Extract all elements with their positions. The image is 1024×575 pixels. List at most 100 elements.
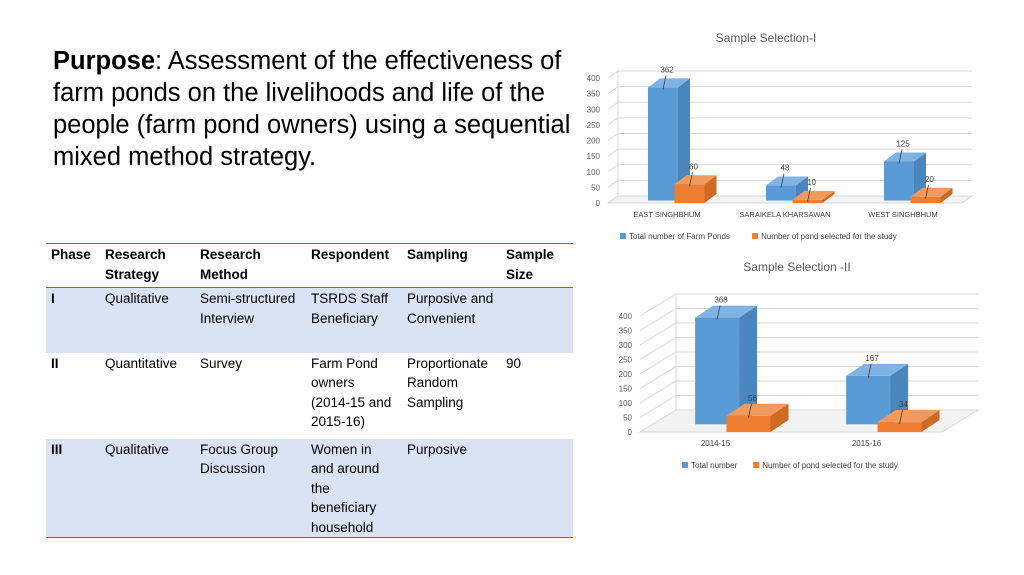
data-label-leader [748, 403, 752, 418]
chart-title: Sample Selection -II [743, 260, 850, 274]
gridline [639, 380, 978, 404]
legend-entry: Total number of Farm Ponds [629, 232, 730, 241]
y-tick-label: 0 [596, 199, 601, 208]
cell-strategy: Qualitative [105, 291, 169, 306]
cell-sample-size: 90 [506, 355, 522, 371]
bar-total-number-of-farm-ponds-east-singhbhum [648, 78, 690, 201]
purpose-label: Purpose [53, 47, 156, 75]
bar-number-of-pond-selected-for-the-study-2015-16 [877, 410, 940, 432]
bar-side [921, 410, 940, 432]
data-label-leader [716, 305, 721, 320]
x-tick-label: WEST SINGHBHUM [868, 210, 937, 219]
cell-respondent: Farm Pond owners (2014-15 and 2015-16) [311, 355, 392, 430]
header-sample-size: Sample Size [506, 247, 555, 282]
bar-side [796, 176, 808, 201]
data-label: 60 [689, 162, 698, 171]
bar-side [822, 190, 835, 203]
legend-entry: Number of pond selected for the study [762, 461, 898, 470]
bar-side [890, 363, 909, 425]
bar-front [884, 161, 914, 201]
y-tick-label: 250 [619, 356, 633, 365]
bar-front [648, 87, 678, 201]
data-label: 56 [748, 394, 757, 403]
cell-phase: III [51, 441, 63, 457]
y-tick-label: 400 [619, 312, 633, 321]
x-tick-label: EAST SINGHBHUM [633, 210, 700, 219]
y-tick-label: 50 [591, 183, 600, 192]
y-tick-label: 300 [587, 105, 601, 114]
y-tick-label: 100 [587, 168, 601, 177]
y-tick-label: 100 [619, 399, 633, 408]
x-tick-label: SARAIKELA KHARSAWAN [739, 210, 830, 219]
data-label-leader [899, 410, 903, 425]
gridline [639, 293, 978, 317]
data-label-leader [689, 172, 693, 187]
y-tick-label: 300 [619, 341, 633, 350]
bar-total-number-2015-16 [846, 363, 909, 425]
bar-top [726, 403, 789, 416]
bar-top [846, 363, 909, 376]
cell-respondent: TSRDS Staff Beneficiary [311, 291, 389, 326]
bar-front [695, 317, 740, 425]
gridline [607, 164, 972, 173]
data-label: 10 [807, 178, 816, 187]
bar-side [704, 175, 717, 203]
legend-swatch [753, 462, 760, 468]
data-label-leader [898, 149, 903, 164]
data-label: 362 [660, 65, 674, 74]
gridline [607, 70, 972, 79]
y-tick-label: 0 [628, 428, 633, 437]
data-label: 368 [714, 296, 728, 305]
bar-top [766, 176, 808, 186]
data-label: 20 [925, 175, 934, 184]
data-label-leader [662, 75, 667, 90]
y-tick-label: 200 [587, 137, 601, 146]
legend-entry: Total number [691, 461, 738, 470]
table-header-row: Phase Research Strategy Research Method … [46, 243, 573, 288]
legend-swatch [752, 233, 759, 239]
header-research-strategy: Research Strategy [105, 247, 166, 282]
gridline [607, 86, 972, 95]
cell-phase: I [51, 291, 55, 306]
gridline [607, 117, 972, 126]
bar-side [678, 78, 690, 201]
x-tick-label: 2014-15 [701, 439, 731, 448]
data-label-leader [780, 173, 785, 188]
bar-total-number-2014-15 [695, 305, 758, 425]
sample-selection-ii-chart: 0 50 100 150 200 250 300 350 400 Sample Selection… [619, 260, 980, 470]
bar-top [674, 175, 717, 185]
cell-sample-size [501, 288, 573, 353]
bar-number-of-pond-selected-for-the-study-west-singhbhum [910, 187, 953, 203]
header-sampling: Sampling [407, 247, 468, 262]
data-label: 125 [896, 139, 910, 148]
cell-sampling: Purposive [407, 441, 468, 457]
data-label: 34 [899, 400, 908, 409]
y-tick-label: 350 [619, 327, 633, 336]
gridline [639, 308, 978, 331]
gridline [607, 101, 972, 110]
bar-top [792, 190, 835, 200]
methodology-table: Phase Research Strategy Research Method … [46, 243, 573, 538]
bar-front [877, 422, 922, 432]
data-label: 167 [865, 354, 879, 363]
bar-side [739, 305, 758, 425]
gridline [639, 322, 978, 346]
bar-front [726, 415, 771, 432]
bar-number-of-pond-selected-for-the-study-2014-15 [726, 403, 789, 432]
header-phase: Phase [51, 247, 91, 262]
bar-top [695, 305, 758, 318]
sample-selection-i-chart: 0 50 100 150 200 250 300 350 400 Sample Selection… [587, 31, 974, 241]
legend-swatch [620, 233, 626, 239]
bar-front [766, 185, 796, 201]
purpose-statement: Purpose: Assessment of the effectiveness… [53, 45, 573, 173]
data-label-leader [807, 187, 811, 202]
cell-sampling: Purposive and Convenient [407, 291, 494, 326]
y-tick-label: 150 [587, 152, 601, 161]
data-label-leader [867, 363, 872, 378]
y-tick-label: 150 [619, 385, 633, 394]
bar-total-number-of-farm-ponds-saraikela-kharsawan [766, 176, 808, 201]
bar-side [940, 187, 953, 203]
bar-top [884, 152, 926, 162]
y-tick-label: 400 [587, 74, 601, 83]
gridline [639, 366, 978, 389]
